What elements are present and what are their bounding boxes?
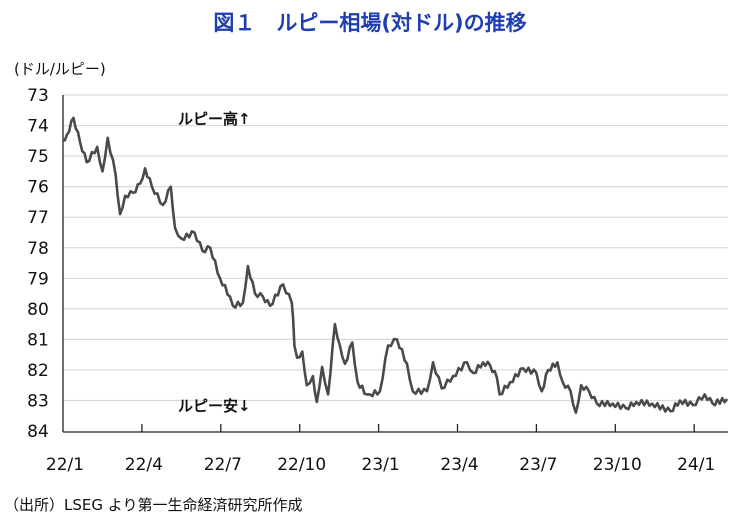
x-tick-label: 22/1 bbox=[46, 455, 84, 475]
x-tick-label: 23/10 bbox=[593, 455, 642, 475]
y-tick-label: 78 bbox=[27, 239, 49, 259]
x-tick-label: 23/4 bbox=[440, 455, 478, 475]
y-tick-label: 83 bbox=[27, 392, 49, 412]
x-tick-label: 23/7 bbox=[519, 455, 557, 475]
x-tick-label: 22/7 bbox=[204, 455, 242, 475]
y-tick-label: 75 bbox=[27, 147, 49, 167]
y-tick-label: 76 bbox=[27, 178, 49, 198]
y-tick-label: 82 bbox=[27, 361, 49, 381]
source-note: （出所）LSEG より第一生命経済研究所作成 bbox=[4, 496, 302, 514]
y-tick-label: 84 bbox=[27, 422, 49, 442]
x-tick-label: 22/4 bbox=[125, 455, 163, 475]
y-tick-label: 74 bbox=[27, 117, 49, 137]
x-tick-label: 24/1 bbox=[677, 455, 715, 475]
x-tick-label: 23/1 bbox=[362, 455, 400, 475]
y-tick-label: 80 bbox=[27, 300, 49, 320]
chart-title: 図１ ルピー相場(対ドル)の推移 bbox=[213, 11, 526, 35]
annotation-rupee-strong: ルピー高↑ bbox=[178, 110, 251, 128]
series-line-inr-usd bbox=[62, 116, 729, 415]
y-axis-unit-label: (ドル/ルピー) bbox=[14, 60, 106, 78]
x-tick-label: 22/10 bbox=[277, 455, 326, 475]
y-tick-label: 81 bbox=[27, 330, 49, 350]
y-tick-label: 73 bbox=[27, 86, 49, 106]
annotation-rupee-weak: ルピー安↓ bbox=[178, 397, 251, 415]
y-tick-label: 77 bbox=[27, 208, 49, 228]
y-tick-label: 79 bbox=[27, 269, 49, 289]
